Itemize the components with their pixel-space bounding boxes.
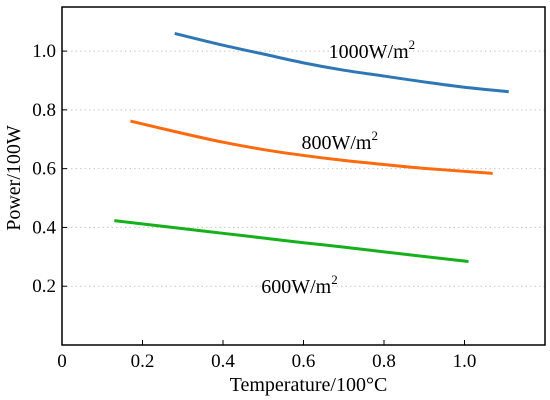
grid bbox=[62, 50, 545, 287]
series-line-0 bbox=[174, 31, 509, 94]
x-tick-label: 0 bbox=[57, 351, 67, 372]
x-axis-label: Temperature/100°C bbox=[230, 374, 388, 396]
x-tick-label: 0.4 bbox=[211, 351, 235, 372]
y-tick-label: 1.0 bbox=[32, 41, 56, 62]
series-line-1 bbox=[130, 119, 493, 175]
x-tick-label: 0.6 bbox=[292, 351, 316, 372]
series-line-2 bbox=[114, 219, 469, 264]
series-label-1: 800W/m2 bbox=[301, 128, 378, 154]
y-tick-label: 0.2 bbox=[32, 276, 56, 297]
series-labels: 1000W/m2 800W/m2 600W/m2 bbox=[261, 37, 415, 298]
y-tick-label: 0.4 bbox=[32, 217, 56, 238]
series-lines bbox=[114, 31, 509, 264]
x-tick-label: 0.2 bbox=[131, 351, 155, 372]
series-label-0: 1000W/m2 bbox=[329, 37, 416, 63]
x-tick-label: 0.8 bbox=[372, 351, 396, 372]
x-tick-label: 1.0 bbox=[453, 351, 477, 372]
y-tick-label: 0.6 bbox=[32, 159, 56, 180]
axis-ticks: 0 0.2 0.4 0.6 0.8 1.0 0.2 0.4 0.6 0.8 1.0 bbox=[32, 41, 476, 372]
y-tick-label: 0.8 bbox=[32, 100, 56, 121]
series-label-2: 600W/m2 bbox=[261, 272, 338, 298]
y-axis-label: Power/100W bbox=[3, 125, 25, 231]
